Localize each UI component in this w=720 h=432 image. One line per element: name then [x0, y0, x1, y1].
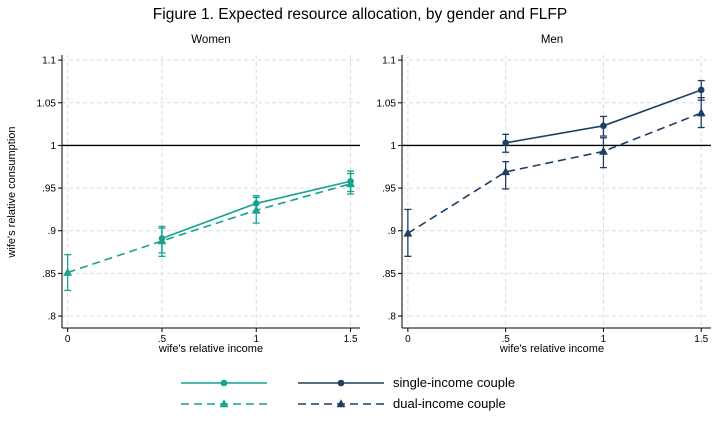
svg-text:.9: .9 [388, 226, 397, 237]
svg-text:1.1: 1.1 [382, 56, 396, 67]
legend-row-dual-income: dual-income couple [180, 393, 515, 414]
svg-text:.95: .95 [382, 184, 396, 195]
legend-sample-men-solid-circle [298, 379, 384, 386]
svg-text:1: 1 [601, 334, 607, 344]
legend-sample-women-dashed-triangle [181, 398, 267, 407]
panel-title-men: Men [540, 34, 564, 46]
svg-text:1.5: 1.5 [344, 334, 358, 344]
svg-text:.85: .85 [382, 269, 396, 280]
legend-sample-women-solid-circle [181, 379, 267, 386]
svg-text:.9: .9 [48, 226, 57, 237]
figure-title: Figure 1. Expected resource allocation, … [152, 6, 568, 23]
svg-text:.85: .85 [42, 269, 56, 280]
legend-label-single-income: single-income couple [393, 375, 516, 390]
legend-row-single-income: single-income couple [180, 372, 515, 393]
svg-text:.5: .5 [501, 334, 510, 344]
legend-label-dual-income: dual-income couple [393, 396, 506, 411]
svg-text:0: 0 [405, 334, 411, 344]
svg-text:1.05: 1.05 [37, 98, 57, 109]
svg-text:1.1: 1.1 [42, 56, 56, 67]
men-panel-plot: 1.1 1.05 1 .95 .9 .85 .8 0 .5 1 1.5 [377, 55, 711, 344]
svg-text:1: 1 [390, 141, 396, 152]
svg-text:.8: .8 [388, 312, 397, 323]
svg-text:.8: .8 [48, 312, 57, 323]
y-axis-title: wife's relative consumption [6, 126, 18, 258]
svg-text:1.5: 1.5 [694, 334, 708, 344]
women-panel-plot: 1.1 1.05 1 .95 .9 .85 .8 0 .5 1 1.5 [37, 55, 360, 344]
panel-title-women: Women [191, 34, 231, 46]
x-axis-title-men: wife's relative income [499, 343, 605, 355]
legend-sample-men-dashed-triangle [298, 398, 384, 407]
svg-text:.95: .95 [42, 184, 56, 195]
svg-text:.5: .5 [158, 334, 167, 344]
x-axis-title-women: wife's relative income [158, 343, 264, 355]
svg-text:1.05: 1.05 [377, 98, 397, 109]
svg-text:0: 0 [65, 334, 71, 344]
legend: single-income couple dual-income couple [180, 372, 515, 414]
svg-text:1: 1 [253, 334, 259, 344]
svg-text:1: 1 [50, 141, 56, 152]
